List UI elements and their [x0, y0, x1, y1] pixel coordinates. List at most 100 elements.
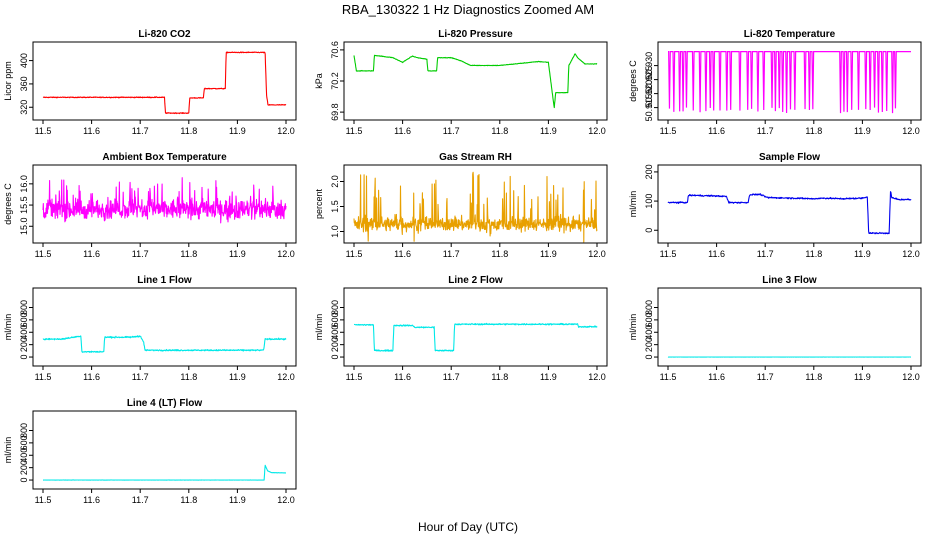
x-tick-label: 11.7: [443, 372, 460, 382]
panel-title: Line 4 (LT) Flow: [127, 398, 203, 409]
x-tick-label: 11.6: [83, 126, 100, 136]
plot-frame: [344, 288, 607, 366]
figure-xlabel: Hour of Day (UTC): [418, 520, 518, 534]
series-line: [354, 172, 597, 242]
x-tick-label: 11.8: [180, 249, 197, 259]
x-tick-label: 12.0: [902, 372, 920, 382]
y-axis-label: ml/min: [3, 437, 13, 464]
series-line: [43, 465, 286, 480]
x-tick-label: 11.7: [132, 495, 149, 505]
x-tick-label: 11.8: [491, 372, 508, 382]
x-tick-label: 11.5: [346, 126, 363, 136]
x-tick-label: 11.9: [854, 249, 871, 259]
series-line: [668, 52, 911, 114]
y-axis-label: ml/min: [3, 314, 13, 341]
y-axis-label: ml/min: [628, 314, 638, 341]
x-tick-label: 11.6: [708, 249, 725, 259]
y-axis-label: Licor ppm: [3, 61, 13, 101]
series-line: [43, 178, 286, 223]
x-tick-label: 11.7: [132, 249, 149, 259]
y-tick-label: 70.6: [330, 41, 340, 59]
panel-title: Li-820 CO2: [138, 29, 191, 40]
y-axis-label: kPa: [314, 73, 324, 89]
x-tick-label: 11.8: [180, 126, 197, 136]
x-tick-label: 11.5: [35, 126, 52, 136]
x-tick-label: 11.5: [35, 249, 52, 259]
y-tick-label: 70.2: [330, 72, 340, 90]
x-tick-label: 11.7: [757, 372, 774, 382]
x-tick-label: 11.8: [805, 372, 822, 382]
x-tick-label: 11.6: [83, 372, 100, 382]
panel-title: Li-820 Temperature: [744, 29, 836, 40]
y-axis-label: ml/min: [314, 314, 324, 341]
plot-frame: [33, 411, 296, 489]
x-tick-label: 11.5: [35, 372, 52, 382]
x-tick-label: 11.9: [229, 372, 246, 382]
x-tick-label: 12.0: [902, 249, 920, 259]
x-tick-label: 11.7: [132, 126, 149, 136]
y-axis-label: percent: [314, 188, 324, 219]
plot-frame: [658, 288, 921, 366]
x-tick-label: 11.7: [757, 126, 774, 136]
y-tick-label: 15.0: [19, 218, 29, 236]
x-tick-label: 11.9: [229, 495, 246, 505]
x-tick-label: 11.5: [660, 249, 677, 259]
y-axis-label: degrees C: [3, 183, 13, 225]
x-tick-label: 11.5: [660, 126, 677, 136]
x-tick-label: 11.7: [757, 249, 774, 259]
x-tick-label: 11.9: [540, 249, 557, 259]
y-tick-label: 0: [19, 478, 29, 483]
y-tick-label: 800: [19, 423, 29, 438]
y-tick-label: 16.0: [19, 175, 29, 193]
y-tick-label: 100: [644, 194, 654, 209]
x-tick-label: 12.0: [588, 372, 606, 382]
x-tick-label: 11.9: [854, 372, 871, 382]
x-tick-label: 11.9: [540, 372, 557, 382]
plot-frame: [33, 42, 296, 120]
y-tick-label: 200: [644, 164, 654, 179]
plot-frame: [344, 165, 607, 243]
figure-title: RBA_130322 1 Hz Diagnostics Zoomed AM: [342, 2, 594, 17]
series-line: [354, 54, 597, 108]
series-line: [354, 323, 597, 351]
y-tick-label: 2.0: [330, 175, 340, 188]
x-tick-label: 11.6: [394, 372, 411, 382]
plot-frame: [658, 165, 921, 243]
panel-title: Sample Flow: [759, 152, 820, 163]
x-tick-label: 11.5: [346, 249, 363, 259]
x-tick-label: 11.6: [83, 495, 100, 505]
panel-title: Ambient Box Temperature: [102, 152, 227, 163]
y-axis-label: degrees C: [628, 60, 638, 102]
y-tick-label: 400: [19, 53, 29, 68]
x-tick-label: 12.0: [277, 126, 295, 136]
x-tick-label: 11.6: [394, 249, 411, 259]
x-tick-label: 12.0: [277, 495, 295, 505]
x-tick-label: 11.8: [491, 249, 508, 259]
y-tick-label: 360: [19, 76, 29, 91]
y-tick-label: 69.8: [330, 103, 340, 121]
y-tick-label: 800: [644, 300, 654, 315]
x-tick-label: 11.9: [854, 126, 871, 136]
panels: Li-820 CO2 11.5 11.6 11.7 11.8 11.9 12.0 320 360…: [3, 29, 921, 505]
x-tick-label: 12.0: [902, 126, 920, 136]
x-tick-label: 11.6: [708, 372, 725, 382]
x-tick-label: 11.7: [443, 126, 460, 136]
y-tick-label: 0: [644, 355, 654, 360]
y-tick-label: 800: [19, 300, 29, 315]
plot-frame: [33, 288, 296, 366]
panel-title: Line 2 Flow: [448, 275, 503, 286]
y-tick-label: 320: [19, 100, 29, 115]
x-tick-label: 11.9: [229, 249, 246, 259]
series-line: [668, 192, 911, 234]
y-tick-label: 1.5: [330, 200, 340, 213]
